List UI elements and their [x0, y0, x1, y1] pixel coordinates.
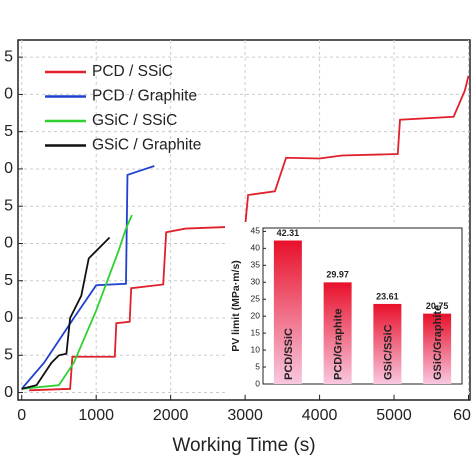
data-line [21, 214, 133, 390]
y-tick-label: 5 [4, 123, 13, 140]
x-tick-label: 0 [17, 407, 26, 424]
y-tick-label: 35 [251, 260, 261, 270]
y-tick-label: 0 [4, 160, 13, 177]
value-label: 23.61 [376, 291, 399, 301]
x-tick-label: 1000 [78, 407, 114, 424]
legend-label: PCD / SSiC [92, 63, 173, 80]
y-tick-label: 10 [251, 344, 261, 354]
y-tick-label: 0 [4, 309, 13, 326]
legend-label: GSiC / SSiC [92, 112, 177, 129]
x-tick-label: 5000 [376, 407, 412, 424]
x-tick-label: 3000 [227, 407, 263, 424]
value-label: 20.75 [426, 301, 449, 311]
y-tick-label: 45 [251, 226, 261, 236]
bar [423, 313, 452, 384]
y-axis-label: PV limit (MPa·m/s) [230, 260, 242, 352]
y-tick-label: 5 [4, 48, 13, 65]
y-tick-label: 40 [251, 243, 261, 253]
bar [273, 240, 302, 384]
data-line [21, 236, 111, 390]
y-tick-label: 5 [255, 361, 260, 371]
x-tick-label: 4000 [302, 407, 338, 424]
x-axis-label: Working Time (s) [172, 435, 315, 456]
value-label: 29.97 [326, 270, 349, 280]
legend-label: PCD / Graphite [92, 88, 197, 105]
bar [323, 282, 352, 384]
y-tick-label: 5 [4, 272, 13, 289]
y-tick-label: 30 [251, 277, 261, 287]
category-label: PCD/SSiC [283, 328, 295, 380]
category-label: GSiC/SSiC [382, 324, 394, 380]
bar [373, 303, 402, 384]
x-tick-label: 60 [453, 407, 471, 424]
category-label: GSiC/Graphite [432, 305, 444, 380]
y-tick-label: 0 [255, 378, 260, 388]
y-tick-label: 0 [4, 235, 13, 252]
y-tick-label: 25 [251, 293, 261, 303]
plot-frame [17, 39, 471, 401]
y-tick-label: 0 [4, 86, 13, 103]
category-label: PCD/Graphite [333, 308, 345, 380]
y-tick-label: 15 [251, 327, 261, 337]
inset-frame [262, 227, 463, 385]
data-line [21, 165, 155, 390]
x-tick-label: 2000 [153, 407, 189, 424]
y-tick-label: 5 [4, 197, 13, 214]
y-tick-label: 0 [4, 384, 13, 401]
y-tick-label: 20 [251, 310, 261, 320]
value-label: 42.31 [277, 228, 300, 238]
y-tick-label: 5 [4, 346, 13, 363]
legend-label: GSiC / Graphite [92, 137, 201, 154]
